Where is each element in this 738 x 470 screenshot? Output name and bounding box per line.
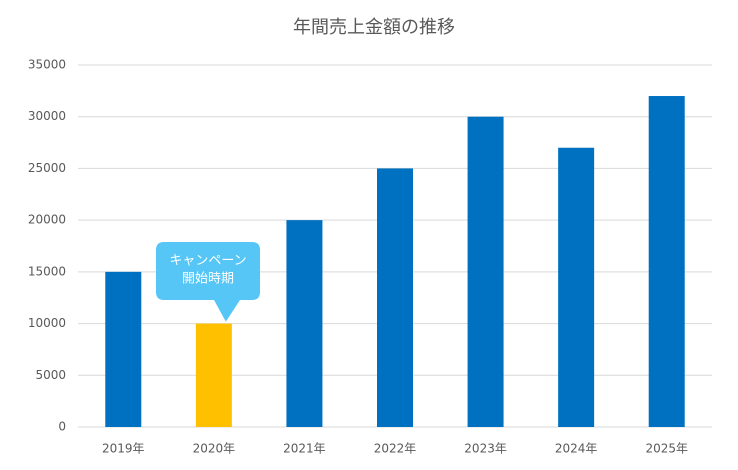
callout-text: 開始時期 bbox=[182, 272, 234, 287]
y-tick-label: 15000 bbox=[28, 264, 66, 278]
callout-text: キャンペーン bbox=[169, 254, 246, 269]
x-tick-label: 2020年 bbox=[193, 442, 236, 456]
y-tick-label: 5000 bbox=[35, 368, 66, 382]
y-tick-label: 20000 bbox=[28, 213, 66, 227]
bar bbox=[558, 147, 595, 427]
bar bbox=[105, 271, 142, 427]
x-tick-label: 2023年 bbox=[464, 442, 507, 456]
x-tick-label: 2022年 bbox=[374, 442, 417, 456]
y-tick-label: 35000 bbox=[28, 58, 66, 72]
callout-box bbox=[156, 242, 260, 322]
x-tick-label: 2025年 bbox=[645, 442, 688, 456]
bar bbox=[286, 220, 323, 427]
x-tick-label: 2021年 bbox=[283, 442, 326, 456]
bar bbox=[377, 168, 413, 427]
y-tick-label: 0 bbox=[58, 420, 66, 434]
y-tick-label: 30000 bbox=[28, 109, 66, 123]
x-tick-label: 2019年 bbox=[102, 442, 145, 456]
bar bbox=[195, 323, 232, 427]
bar bbox=[648, 96, 685, 428]
y-tick-label: 25000 bbox=[28, 161, 66, 175]
x-tick-label: 2024年 bbox=[555, 442, 598, 456]
y-tick-label: 10000 bbox=[28, 316, 66, 330]
chart-title: 年間売上金額の推移 bbox=[293, 17, 455, 38]
bar bbox=[467, 116, 504, 427]
